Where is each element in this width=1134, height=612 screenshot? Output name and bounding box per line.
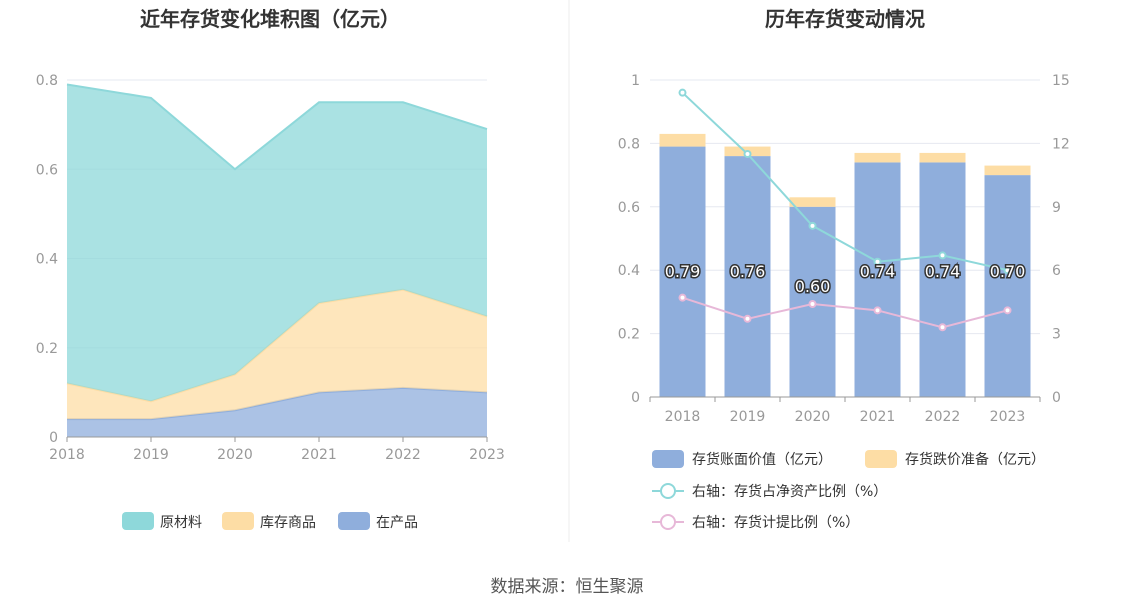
y-left-tick-label: 0 [631,390,640,406]
x-tick-label: 2018 [49,447,85,463]
line-0 [681,91,1008,272]
x-tick-label: 2021 [860,409,896,425]
line-point [1003,306,1012,315]
bar-value-label: 0.70 [990,262,1026,281]
area-2 [67,84,487,402]
bar-impairment [659,133,706,147]
legend-swatch [222,512,254,530]
x-tick-label: 2022 [385,447,421,463]
bar-impairment [789,197,836,207]
y-right-tick-label: 0 [1052,390,1061,406]
area-0 [67,387,487,437]
bar-impairment [984,165,1031,176]
legend-marker [660,483,676,499]
line-point [743,314,752,323]
legend-label: 右轴：存货占净资产比例（%） [692,483,887,500]
line-point [808,300,817,309]
line-point [743,149,752,158]
bar-value-label: 0.79 [665,262,701,281]
x-tick-label: 2018 [665,409,701,425]
right-chart-title: 历年存货变动情况 [765,7,925,31]
bar-value-label: 0.74 [925,262,961,281]
bar-value-label: 0.74 [860,262,896,281]
x-tick-label: 2020 [795,409,831,425]
y-left-tick-label: 1 [631,73,640,89]
bar-book-value [984,175,1031,397]
x-tick-label: 2019 [730,409,766,425]
x-tick-label: 2021 [301,447,337,463]
y-left-tick-label: 0.2 [618,327,640,343]
y-tick-label: 0.6 [36,162,58,178]
legend-swatch [652,450,684,468]
line-point [808,221,817,230]
y-tick-label: 0.4 [36,252,58,268]
bar-book-value [919,162,966,397]
x-tick-label: 2023 [990,409,1026,425]
legend-label: 库存商品 [260,515,316,531]
line-1 [682,296,1008,329]
y-right-tick-label: 12 [1052,136,1070,152]
x-tick-label: 2023 [469,447,505,463]
line-point [873,257,882,266]
area-edge-2 [66,83,488,171]
data-source: 数据来源：恒生聚源 [491,577,644,597]
legend-label: 在产品 [376,515,418,531]
legend-swatch [865,450,897,468]
line-point [678,88,687,97]
y-tick-label: 0 [49,430,58,446]
stacked-area-chart: 近年存货变化堆积图（亿元） 0 0.2 0.4 0.6 0.8 2018 2019 2020 2… [36,7,505,531]
y-right-tick-label: 15 [1052,73,1070,89]
legend-label: 右轴：存货计提比例（%） [692,514,859,531]
y-right-tick-label: 6 [1052,263,1061,279]
bar-impairment [919,152,966,163]
legend-marker [660,514,676,530]
line-point [938,323,947,332]
y-left-tick-label: 0.8 [618,136,640,152]
bar-book-value [659,146,706,397]
legend-swatch [338,512,370,530]
bar-line-chart: 历年存货变动情况 0.79 0.760.600.74 0.74 0.70 00.20.… [618,7,1070,531]
y-right-tick-label: 3 [1052,327,1061,343]
x-tick-label: 2020 [217,447,253,463]
line-point [1003,266,1012,275]
left-chart-title: 近年存货变化堆积图（亿元） [140,7,400,31]
legend-label: 原材料 [160,515,202,531]
x-tick-label: 2022 [925,409,961,425]
legend-label: 存货跌价准备（亿元） [905,451,1045,468]
bar-impairment [854,152,901,163]
y-right-tick-label: 9 [1052,200,1061,216]
y-tick-label: 0.8 [36,73,58,89]
y-left-tick-label: 0.4 [618,263,640,279]
y-tick-label: 0.2 [36,341,58,357]
legend-label: 存货账面价值（亿元） [692,451,832,468]
bar-value-label: 0.60 [795,277,831,296]
bar-book-value [854,162,901,397]
legend-swatch [122,512,154,530]
y-left-tick-label: 0.6 [618,200,640,216]
bar-book-value [724,156,771,397]
x-tick-label: 2019 [133,447,169,463]
line-point [873,306,882,315]
line-point [678,293,687,302]
bar-value-label: 0.76 [730,262,766,281]
area-1 [67,289,487,420]
line-point [938,251,947,260]
